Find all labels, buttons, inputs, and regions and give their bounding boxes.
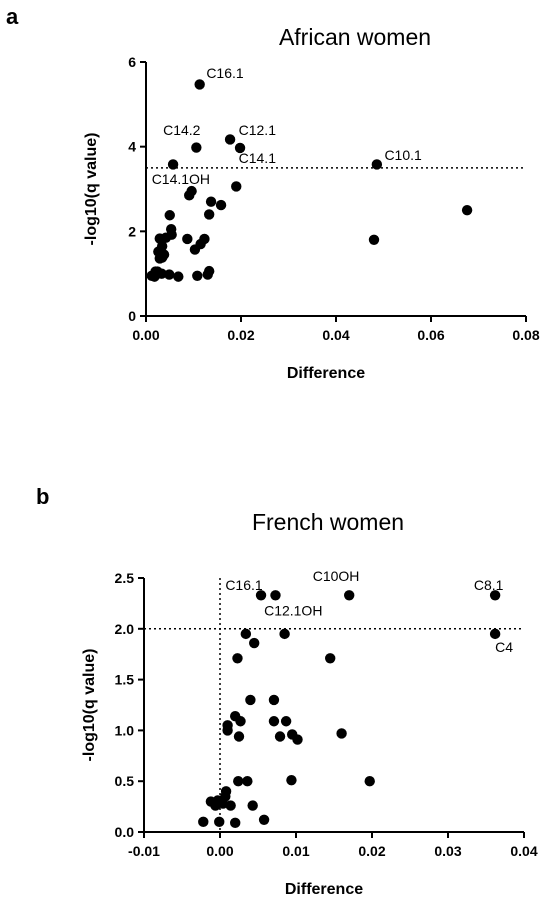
panel-b-data-point bbox=[270, 590, 281, 601]
panel-a-point-annotation: C14.1OH bbox=[152, 171, 210, 187]
panel-a-data-point bbox=[205, 196, 217, 207]
panel-b-data-point bbox=[325, 653, 336, 664]
panel-b-data-point bbox=[286, 774, 297, 786]
panel-b-data-point bbox=[292, 734, 303, 745]
panel-a-point-annotation: C14.1 bbox=[239, 150, 277, 166]
panel-b-x-axis-label: Difference bbox=[285, 881, 363, 898]
panel-b-chart: b French women -0.01 0.00 0.01 0.02 0.03 0.04 0.… bbox=[36, 484, 538, 898]
panel-b-x-tick-label: 0.00 bbox=[206, 843, 233, 859]
panel-a-data-point bbox=[184, 190, 195, 201]
panel-a-data-point bbox=[461, 204, 473, 216]
panel-a-data-point bbox=[167, 159, 179, 170]
panel-b-data-point bbox=[258, 814, 270, 826]
panel-b-y-tick-label: 2.5 bbox=[115, 570, 135, 586]
panel-a-point-annotation: C14.2 bbox=[163, 122, 201, 138]
panel-b-letter: b bbox=[36, 484, 49, 509]
panel-a-letter: a bbox=[6, 4, 19, 29]
panel-b-x-tick-label: 0.04 bbox=[510, 843, 537, 859]
panel-a-x-tick-label: 0.02 bbox=[227, 327, 254, 343]
panel-a-data-point bbox=[189, 244, 201, 255]
panel-a-data-point bbox=[149, 271, 160, 282]
panel-b-data-point bbox=[217, 798, 229, 809]
panel-b-data-point bbox=[489, 590, 501, 601]
panel-b-data-point bbox=[274, 731, 286, 742]
panel-a-point-annotation: C16.1 bbox=[206, 65, 244, 81]
panel-a-data-point bbox=[224, 134, 236, 145]
panel-b-data-point bbox=[233, 731, 245, 742]
panel-a-x-tick-label: 0.04 bbox=[322, 327, 349, 343]
panel-b-y-tick-label: 2.0 bbox=[115, 621, 135, 637]
panel-a-y-tick-label: 4 bbox=[128, 139, 136, 155]
panel-b-point-annotation: C16.1 bbox=[225, 577, 263, 593]
panel-b-y-tick-label: 1.0 bbox=[115, 722, 135, 738]
panel-a-data-point bbox=[173, 271, 184, 282]
panel-a-data-point bbox=[182, 233, 193, 245]
panel-b-y-tick-label: 0.5 bbox=[115, 773, 135, 789]
panel-b-data-point bbox=[489, 628, 501, 640]
panel-b-data-point bbox=[245, 694, 256, 706]
panel-b-data-point bbox=[240, 628, 252, 640]
panel-b-point-annotation: C12.1OH bbox=[264, 603, 322, 619]
panel-b-title: French women bbox=[252, 509, 404, 535]
panel-b-data-point bbox=[214, 816, 225, 828]
panel-a-data-point bbox=[191, 142, 202, 153]
panel-a-data-point bbox=[371, 159, 383, 170]
panel-b-data-point bbox=[268, 716, 280, 727]
panel-a-data-point bbox=[194, 79, 205, 90]
panel-a-data-point bbox=[156, 252, 168, 263]
panel-a-x-tick-label: 0.08 bbox=[512, 327, 539, 343]
panel-a-x-tick-label: 0.06 bbox=[417, 327, 444, 343]
panel-b-data-point bbox=[364, 776, 375, 787]
panel-a-data-point bbox=[164, 210, 175, 221]
panel-a-y-tick-label: 6 bbox=[128, 54, 136, 70]
panel-b-point-annotation: C8.1 bbox=[474, 577, 504, 593]
panel-a-point-annotation: C12.1 bbox=[239, 122, 277, 138]
panel-a-x-axis-label: Difference bbox=[287, 365, 365, 382]
panel-b-data-point bbox=[230, 817, 241, 829]
panel-a-data-point bbox=[192, 270, 203, 281]
panel-a-data-point bbox=[234, 142, 246, 154]
panel-b-data-point bbox=[242, 776, 253, 787]
panel-b-data-point bbox=[268, 694, 280, 706]
panel-b-data-point bbox=[222, 725, 233, 736]
panel-b-point-annotation: C10OH bbox=[313, 568, 360, 584]
panel-b-data-point bbox=[279, 628, 290, 640]
panel-b-data-point bbox=[232, 653, 243, 664]
panel-a-data-point bbox=[160, 232, 172, 243]
panel-b-data-point bbox=[247, 800, 258, 811]
panel-b-data-point bbox=[198, 816, 209, 828]
panel-a-y-tick-label: 2 bbox=[128, 223, 136, 239]
panel-a-data-point bbox=[368, 234, 380, 245]
panel-a-data-point bbox=[202, 269, 213, 280]
panel-a-data-point bbox=[164, 269, 175, 280]
panel-a-chart: a African women 0.00 0.02 0.04 0.06 0.08 0 2 4 6 Di… bbox=[6, 4, 540, 382]
panel-b-x-tick-label: 0.03 bbox=[434, 843, 461, 859]
panel-b-data-point bbox=[344, 590, 355, 601]
panel-b-data-point bbox=[280, 716, 292, 727]
panel-b-data-point bbox=[336, 728, 347, 739]
panel-b-data-point bbox=[249, 637, 260, 649]
panel-b-point-annotation: C4 bbox=[495, 639, 513, 655]
panel-b-data-point bbox=[235, 716, 246, 727]
panel-a-y-tick-label: 0 bbox=[128, 308, 136, 324]
panel-a-x-tick-label: 0.00 bbox=[132, 327, 159, 343]
panel-b-y-tick-label: 0.0 bbox=[115, 824, 135, 840]
panel-a-y-axis-label: -log10(q value) bbox=[83, 133, 100, 246]
panel-a-data-point bbox=[215, 199, 227, 211]
panel-b-x-tick-label: 0.01 bbox=[282, 843, 309, 859]
panel-b-x-tick-label: -0.01 bbox=[128, 843, 160, 859]
panel-b-x-tick-label: 0.02 bbox=[358, 843, 385, 859]
panel-a-point-annotation: C10.1 bbox=[384, 147, 422, 163]
panel-b-data-point bbox=[233, 776, 244, 787]
panel-a-data-point bbox=[203, 209, 215, 220]
panel-b-data-point bbox=[255, 590, 267, 601]
panel-a-title: African women bbox=[279, 24, 431, 50]
panel-b-y-tick-label: 1.5 bbox=[115, 672, 135, 688]
panel-b-y-axis-label: -log10(q value) bbox=[81, 649, 98, 762]
panel-a-data-point bbox=[231, 181, 242, 192]
